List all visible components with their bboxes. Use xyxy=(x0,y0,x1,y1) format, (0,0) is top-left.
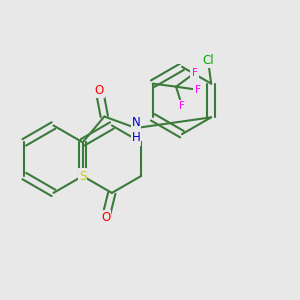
Text: O: O xyxy=(95,84,104,97)
Text: O: O xyxy=(101,211,110,224)
Text: N
H: N H xyxy=(132,116,140,145)
Text: F: F xyxy=(179,101,185,111)
Text: F: F xyxy=(191,68,197,78)
Text: S: S xyxy=(79,169,86,182)
Text: Cl: Cl xyxy=(202,54,214,67)
Text: F: F xyxy=(195,85,200,95)
